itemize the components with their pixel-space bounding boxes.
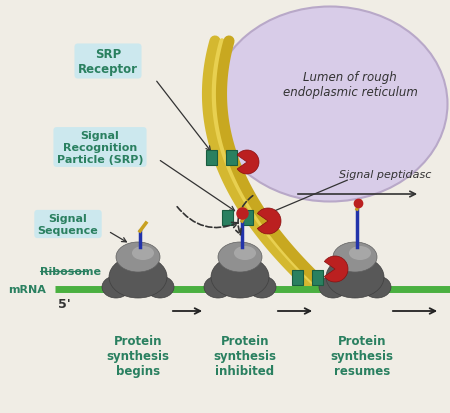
Text: Signal
Sequence: Signal Sequence <box>38 214 99 235</box>
FancyBboxPatch shape <box>312 271 323 285</box>
Ellipse shape <box>363 276 391 298</box>
Wedge shape <box>257 209 281 235</box>
FancyBboxPatch shape <box>206 151 217 166</box>
Text: SRP
Receptor: SRP Receptor <box>78 48 138 76</box>
Text: Protein
synthesis
begins: Protein synthesis begins <box>107 334 170 377</box>
Ellipse shape <box>212 7 447 202</box>
Text: Protein
synthesis
resumes: Protein synthesis resumes <box>330 334 393 377</box>
FancyBboxPatch shape <box>222 211 233 225</box>
Ellipse shape <box>109 256 167 298</box>
Text: Protein
synthesis
inhibited: Protein synthesis inhibited <box>213 334 276 377</box>
Ellipse shape <box>319 276 347 298</box>
Text: Lumen of rough
endoplasmic reticulum: Lumen of rough endoplasmic reticulum <box>283 71 418 99</box>
Ellipse shape <box>116 242 160 272</box>
Ellipse shape <box>333 242 377 272</box>
Ellipse shape <box>218 242 262 272</box>
FancyBboxPatch shape <box>242 211 253 225</box>
Ellipse shape <box>326 256 384 298</box>
FancyBboxPatch shape <box>226 151 237 166</box>
Ellipse shape <box>132 247 154 260</box>
Ellipse shape <box>234 247 256 260</box>
Ellipse shape <box>211 256 269 298</box>
Text: 5': 5' <box>58 297 71 310</box>
Ellipse shape <box>349 247 371 260</box>
FancyBboxPatch shape <box>292 271 303 285</box>
Wedge shape <box>324 256 348 282</box>
Ellipse shape <box>204 276 232 298</box>
Ellipse shape <box>248 276 276 298</box>
Wedge shape <box>237 151 259 175</box>
Text: Signal
Recognition
Particle (SRP): Signal Recognition Particle (SRP) <box>57 131 143 164</box>
Ellipse shape <box>146 276 174 298</box>
Text: Ribosome: Ribosome <box>40 266 101 276</box>
Text: mRNA: mRNA <box>8 284 46 294</box>
Ellipse shape <box>102 276 130 298</box>
Text: Signal peptidasc: Signal peptidasc <box>339 170 431 180</box>
